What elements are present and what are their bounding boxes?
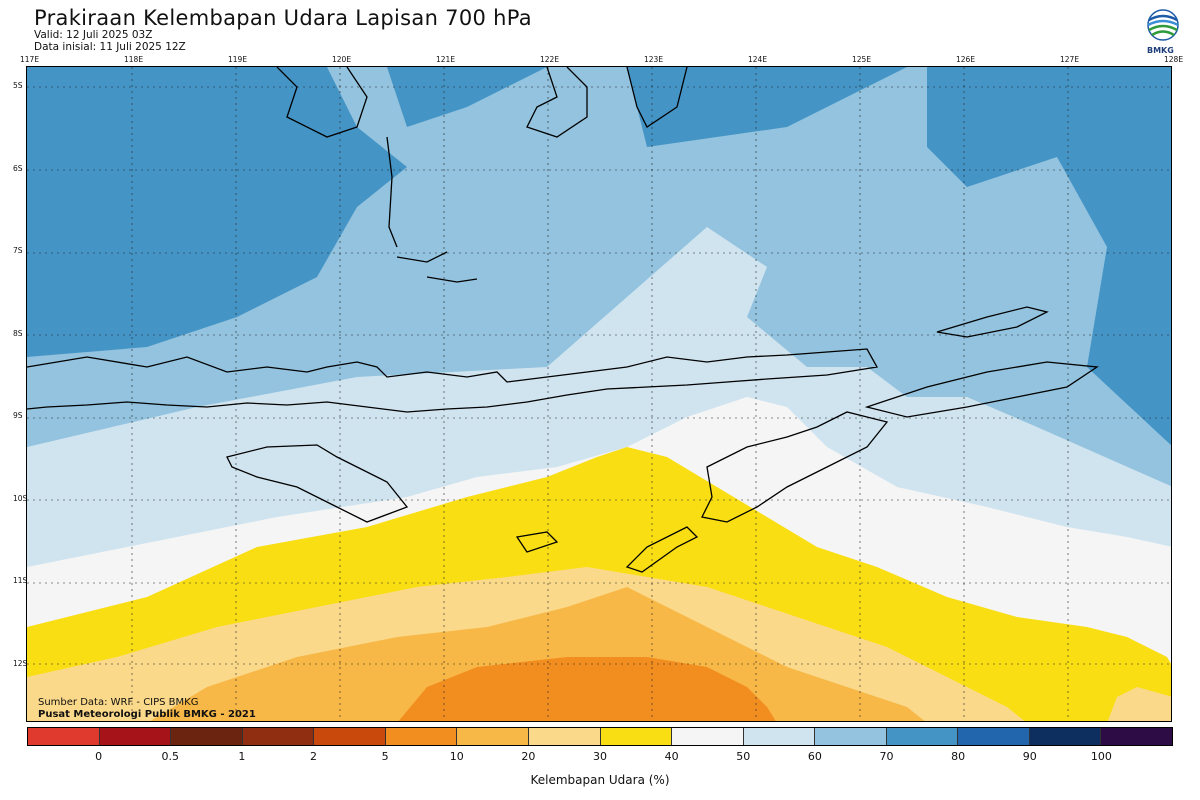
latitude-label: 6S — [13, 163, 23, 173]
colorbar-tick-label: 80 — [951, 750, 966, 763]
colorbar-swatch — [28, 728, 100, 745]
colorbar-tick-label: 40 — [664, 750, 679, 763]
colorbar — [27, 727, 1173, 746]
field-cream-east — [1107, 687, 1171, 721]
latitude-label: 11S — [13, 576, 28, 585]
colorbar-swatch — [1029, 728, 1102, 745]
colorbar-tick-label: 60 — [807, 750, 822, 763]
longitude-label: 119E — [228, 55, 248, 64]
longitude-label: 127E — [1060, 55, 1080, 64]
field-orange — [398, 657, 776, 721]
colorbar-swatch — [815, 728, 887, 745]
credit-line: Pusat Meteorologi Publik BMKG - 2021 — [38, 709, 256, 720]
colorbar-tick-label: 30 — [593, 750, 607, 763]
colorbar-tick-label: 20 — [521, 750, 536, 763]
source-data: Sumber Data: WRF - CIPS BMKG — [38, 697, 199, 708]
colorbar-tick-label: 50 — [736, 750, 751, 763]
latitude-label: 7S — [13, 246, 23, 255]
humidity-map — [26, 66, 1172, 722]
colorbar-swatch — [958, 728, 1030, 745]
colorbar-tick-label: 5 — [381, 750, 389, 763]
longitude-label: 117E — [20, 55, 40, 64]
latitude-label: 10S — [13, 493, 28, 503]
longitude-label: 120E — [332, 55, 352, 64]
colorbar-swatch — [600, 728, 673, 745]
longitude-label: 128E — [1164, 55, 1184, 64]
longitude-label: 124E — [748, 55, 768, 64]
colorbar-tick-label: 0 — [95, 750, 103, 763]
longitude-label: 125E — [852, 55, 872, 64]
colorbar-tick-label: 0.5 — [161, 750, 180, 763]
colorbar-swatch — [314, 728, 386, 745]
logo-text: BMKG — [1147, 46, 1174, 55]
bmkg-logo-icon — [1147, 9, 1179, 41]
colorbar-swatch — [99, 728, 172, 745]
colorbar-tick-label: 1 — [238, 750, 246, 763]
latitude-label: 5S — [13, 81, 23, 90]
colorbar-swatch — [242, 728, 315, 745]
latitude-label: 8S — [13, 328, 23, 338]
valid-time: Valid: 12 Juli 2025 03Z — [34, 29, 153, 41]
coastlines — [27, 67, 1099, 573]
colorbar-swatch — [528, 728, 601, 745]
colorbar-swatch — [672, 728, 744, 745]
map-title: Prakiraan Kelembapan Udara Lapisan 700 h… — [34, 6, 532, 30]
colorbar-tick-label: 100 — [1090, 750, 1112, 763]
latitude-label: 12S — [13, 658, 28, 668]
longitude-label: 118E — [124, 55, 144, 64]
colorbar-swatch — [385, 728, 458, 745]
longitude-label: 122E — [540, 55, 560, 64]
colorbar-tick-label: 70 — [879, 750, 894, 763]
initial-data-time: Data inisial: 11 Juli 2025 12Z — [34, 41, 186, 53]
longitude-label: 121E — [436, 55, 456, 64]
colorbar-label: Kelembapan Udara (%) — [530, 773, 670, 787]
colorbar-tick-label: 2 — [310, 750, 317, 763]
longitude-label: 123E — [644, 55, 664, 64]
longitude-label: 126E — [956, 55, 976, 64]
colorbar-swatch — [743, 728, 816, 745]
colorbar-tick-label: 10 — [449, 750, 464, 763]
latitude-label: 9S — [13, 411, 23, 420]
colorbar-swatch — [457, 728, 529, 745]
colorbar-swatch — [171, 728, 243, 745]
colorbar-swatch — [886, 728, 959, 745]
colorbar-tick-label: 90 — [1022, 750, 1037, 763]
colorbar-swatch — [1101, 728, 1172, 745]
